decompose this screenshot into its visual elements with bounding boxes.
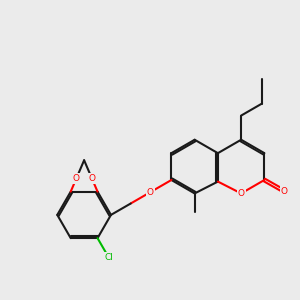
Text: O: O	[281, 187, 288, 196]
Text: Cl: Cl	[104, 254, 113, 262]
Text: O: O	[73, 174, 80, 183]
Text: O: O	[147, 188, 154, 196]
Text: O: O	[238, 189, 244, 198]
Text: O: O	[88, 174, 95, 183]
